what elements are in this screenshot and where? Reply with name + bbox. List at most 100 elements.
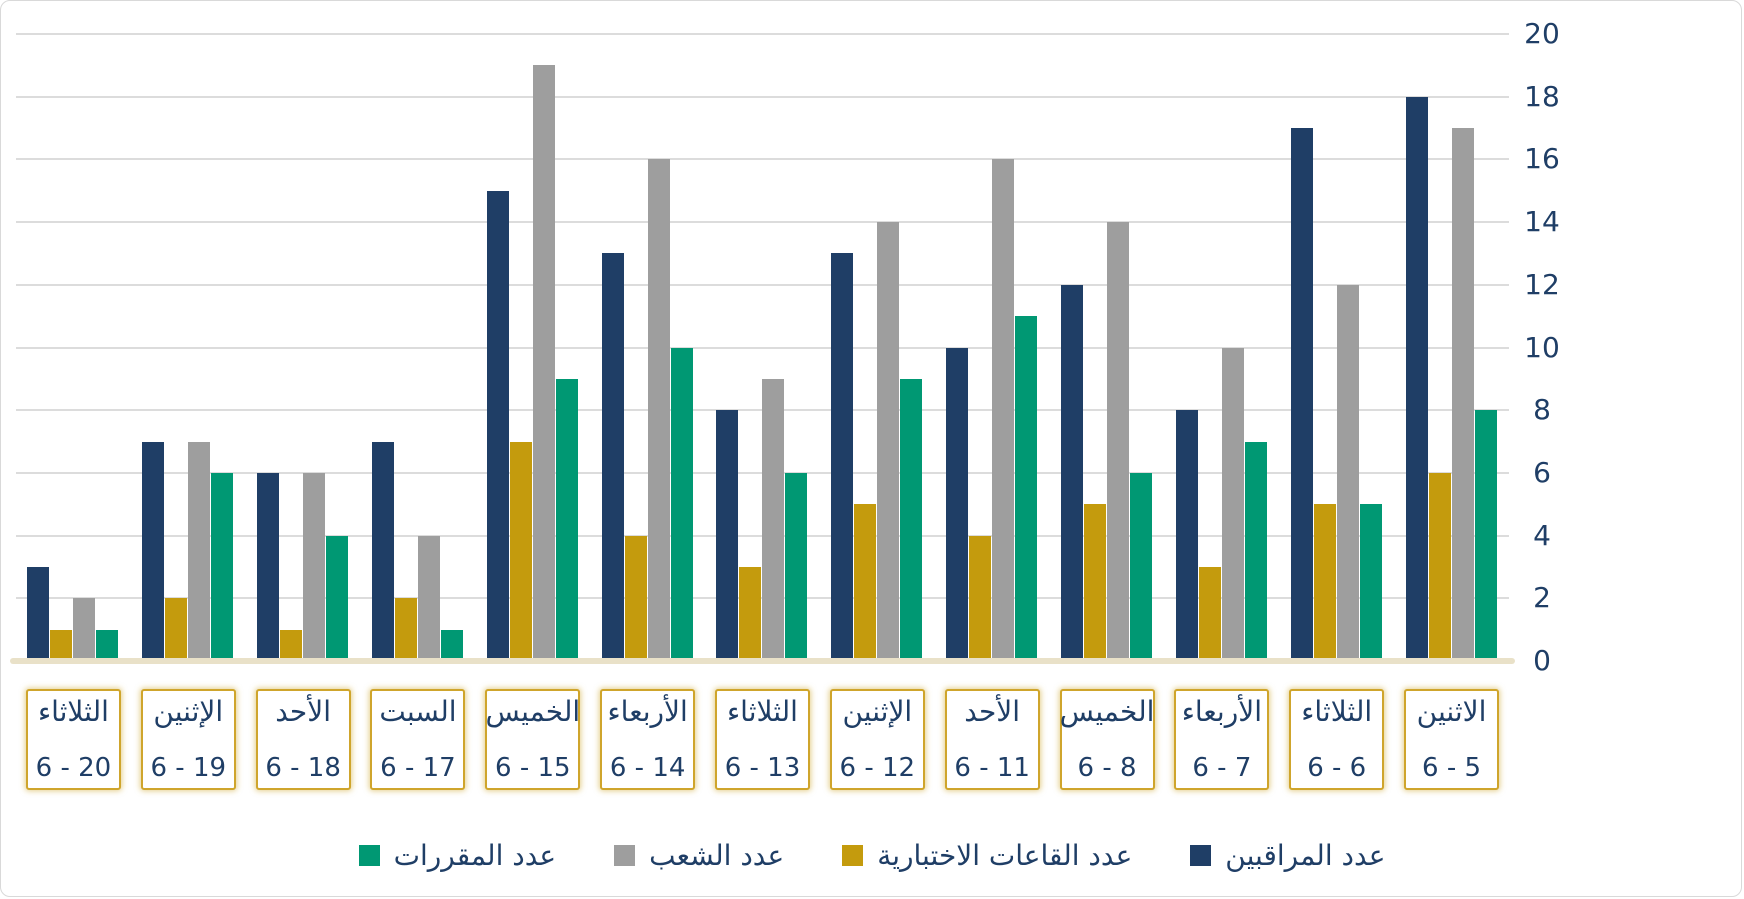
y-axis-labels: 20 18 16 14 12 10 8 6 4 2 0 bbox=[1513, 18, 1571, 677]
y-axis-tick-6: 6 bbox=[1533, 455, 1551, 489]
bar-عدد المراقبين-6-6 bbox=[1290, 128, 1313, 661]
bar-عدد الشعب-6-8 bbox=[1107, 222, 1130, 661]
bar-عدد المقررات-6-19 bbox=[211, 472, 234, 661]
bar-عدد المقررات-6-11 bbox=[1015, 316, 1038, 661]
y-axis-tick-4: 4 bbox=[1533, 518, 1551, 552]
legend-item-عدد الشعب: عدد الشعب bbox=[614, 839, 784, 872]
legend-item-عدد المقررات: عدد المقررات bbox=[358, 839, 556, 872]
bar-group-6-5 bbox=[1405, 34, 1498, 661]
x-axis-label-box: الأحد 6 - 18 bbox=[255, 689, 351, 790]
bar-عدد المقررات-6-14 bbox=[670, 347, 693, 661]
day-name-label: الإثنين bbox=[842, 695, 913, 728]
day-name-label: الخميس bbox=[485, 695, 581, 728]
bar-عدد المراقبين-6-14 bbox=[601, 253, 624, 661]
bar-group-6-14 bbox=[601, 34, 694, 661]
x-axis-label-box: الثلاثاء 6 - 6 bbox=[1289, 689, 1385, 790]
bar-عدد القاعات الاختبارية-6-6 bbox=[1313, 504, 1336, 661]
legend-item-عدد المراقبين: عدد المراقبين bbox=[1190, 839, 1385, 872]
y-axis-tick-18: 18 bbox=[1524, 79, 1560, 113]
legend-swatch-icon bbox=[1190, 845, 1212, 866]
x-axis-label-box: الأربعاء 6 - 14 bbox=[600, 689, 696, 790]
bar-عدد المقررات-6-8 bbox=[1130, 472, 1153, 661]
bar-عدد القاعات الاختبارية-6-18 bbox=[280, 629, 303, 661]
bar-عدد القاعات الاختبارية-6-19 bbox=[165, 598, 188, 661]
bar-group-6-19 bbox=[142, 34, 234, 661]
legend: عدد المقررات عدد الشعب عدد القاعات الاختبا… bbox=[1, 839, 1743, 872]
bar-group-6-17 bbox=[371, 34, 464, 661]
date-label: 6 - 8 bbox=[1077, 753, 1137, 783]
bar-group-6-8 bbox=[1061, 34, 1153, 661]
bar-عدد المقررات-6-18 bbox=[326, 535, 349, 661]
x-axis-labels: الثلاثاء 6 - 20 الإثنين 6 - 19 الأحد 6 - 18 ال… bbox=[16, 689, 1509, 790]
gridline-18 bbox=[16, 95, 1509, 98]
day-name-label: الثلاثاء bbox=[1301, 695, 1373, 728]
bar-عدد القاعات الاختبارية-6-11 bbox=[969, 535, 992, 661]
bar-عدد القاعات الاختبارية-6-7 bbox=[1198, 566, 1221, 661]
gridline-10 bbox=[16, 346, 1509, 349]
bar-عدد المقررات-6-20 bbox=[96, 629, 119, 661]
bar-group-6-15 bbox=[486, 34, 579, 661]
legend-item-عدد القاعات الاختبارية: عدد القاعات الاختبارية bbox=[842, 839, 1132, 872]
bar-عدد القاعات الاختبارية-6-20 bbox=[50, 629, 73, 661]
bar-عدد الشعب-6-20 bbox=[73, 598, 96, 661]
day-name-label: الأحد bbox=[964, 695, 1021, 728]
bar-عدد المراقبين-6-7 bbox=[1175, 410, 1198, 661]
bar-group-6-12 bbox=[831, 34, 923, 661]
x-axis-label-box: الخميس 6 - 8 bbox=[1059, 689, 1155, 790]
legend-label: عدد الشعب bbox=[649, 839, 785, 872]
x-axis-line bbox=[10, 658, 1515, 664]
bar-عدد المقررات-6-12 bbox=[900, 378, 923, 661]
bar-عدد المراقبين-6-15 bbox=[486, 190, 509, 661]
y-axis-tick-10: 10 bbox=[1524, 330, 1560, 364]
day-name-label: الثلاثاء bbox=[727, 695, 798, 728]
bar-group-6-6 bbox=[1290, 34, 1383, 661]
legend-swatch-icon bbox=[842, 845, 864, 866]
date-label: 6 - 14 bbox=[609, 753, 686, 783]
day-name-label: الثلاثاء bbox=[37, 695, 109, 728]
bar-عدد المراقبين-6-19 bbox=[142, 441, 165, 661]
x-axis-label-box: الخميس 6 - 15 bbox=[485, 689, 581, 790]
legend-label: عدد القاعات الاختبارية bbox=[877, 839, 1133, 872]
bar-عدد المقررات-6-7 bbox=[1244, 441, 1267, 661]
bar-عدد الشعب-6-12 bbox=[877, 222, 900, 661]
gridline-14 bbox=[16, 221, 1509, 224]
bar-عدد المراقبين-6-12 bbox=[831, 253, 854, 661]
bar-عدد الشعب-6-17 bbox=[417, 535, 440, 661]
bar-group-6-7 bbox=[1175, 34, 1268, 661]
legend-swatch-icon bbox=[358, 845, 380, 866]
x-axis-label-box: الأحد 6 - 11 bbox=[944, 689, 1040, 790]
bar-عدد المقررات-6-17 bbox=[440, 629, 463, 661]
bar-عدد القاعات الاختبارية-6-13 bbox=[739, 566, 762, 661]
bar-عدد المقررات-6-6 bbox=[1359, 504, 1382, 661]
bar-عدد المقررات-6-5 bbox=[1474, 410, 1497, 661]
x-axis-label-box: الإثنين 6 - 12 bbox=[829, 689, 925, 790]
bar-عدد الشعب-6-13 bbox=[762, 378, 785, 661]
bar-عدد القاعات الاختبارية-6-12 bbox=[854, 504, 877, 661]
bar-عدد المقررات-6-13 bbox=[785, 472, 808, 661]
y-axis-tick-2: 2 bbox=[1533, 581, 1551, 615]
day-name-label: السبت bbox=[379, 695, 457, 728]
bar-group-6-11 bbox=[946, 34, 1038, 661]
bar-عدد القاعات الاختبارية-6-15 bbox=[509, 441, 532, 661]
bar-عدد القاعات الاختبارية-6-5 bbox=[1428, 472, 1451, 661]
bar-group-6-13 bbox=[716, 34, 808, 661]
day-name-label: الاثنين bbox=[1416, 695, 1487, 728]
x-axis-label-box: الثلاثاء 6 - 13 bbox=[714, 689, 810, 790]
y-axis-tick-16: 16 bbox=[1524, 142, 1560, 176]
plot-area bbox=[10, 33, 1515, 664]
x-axis-label-box: الاثنين 6 - 5 bbox=[1404, 689, 1500, 790]
bar-عدد الشعب-6-15 bbox=[532, 65, 555, 661]
bar-عدد الشعب-6-19 bbox=[188, 441, 211, 661]
bar-عدد القاعات الاختبارية-6-8 bbox=[1084, 504, 1107, 661]
bar-عدد القاعات الاختبارية-6-17 bbox=[394, 598, 417, 661]
day-name-label: الأربعاء bbox=[607, 695, 688, 728]
date-label: 6 - 13 bbox=[724, 753, 801, 783]
date-label: 6 - 18 bbox=[265, 753, 341, 783]
gridline-12 bbox=[16, 283, 1509, 286]
x-axis-label-box: الثلاثاء 6 - 20 bbox=[25, 689, 121, 790]
date-label: 6 - 15 bbox=[495, 753, 571, 783]
x-axis-label-box: الإثنين 6 - 19 bbox=[140, 689, 236, 790]
y-axis-tick-14: 14 bbox=[1524, 205, 1560, 239]
bar-عدد الشعب-6-5 bbox=[1451, 128, 1474, 661]
